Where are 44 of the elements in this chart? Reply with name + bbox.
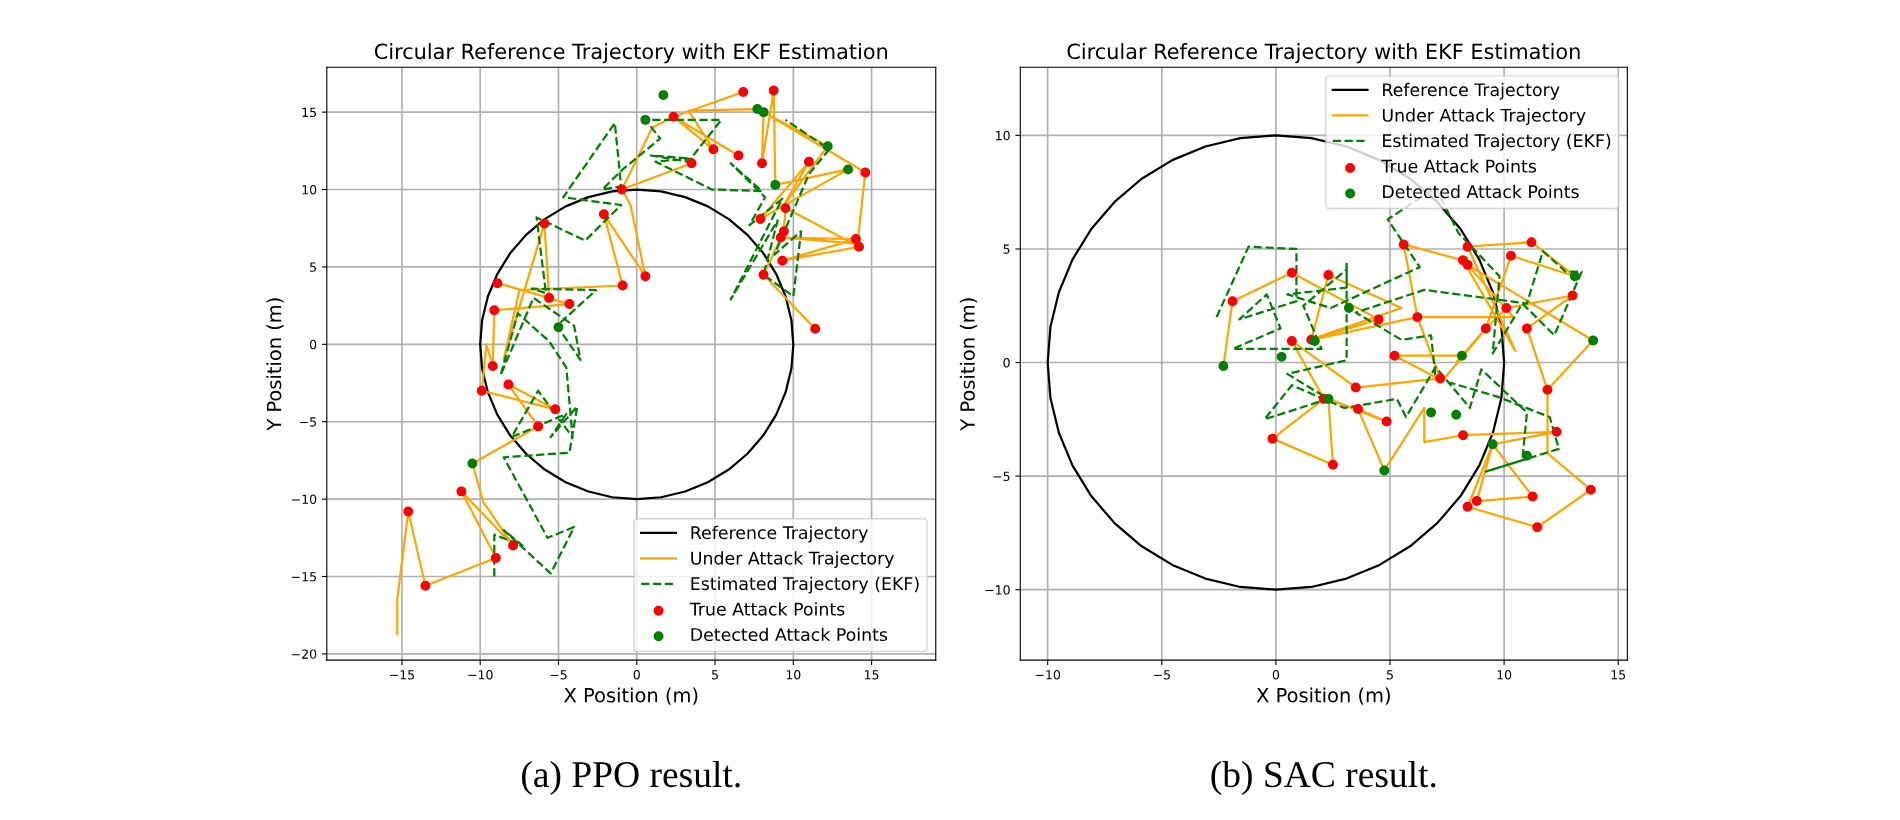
x-tick-label: −10 <box>1035 670 1061 680</box>
x-axis-title: X Position (m) <box>564 687 698 705</box>
legend-label: Estimated Trajectory (EKF) <box>691 576 919 594</box>
legend-label: Under Attack Trajectory <box>691 551 894 569</box>
y-tick-label: 0 <box>309 339 317 350</box>
legend-label: True Attack Points <box>1381 159 1537 173</box>
x-tick-label: 0 <box>633 670 640 680</box>
legend-label: Detected Attack Points <box>1383 184 1579 199</box>
legend-label: Reference Trajectory <box>691 525 868 543</box>
y-tick-label: 0 <box>1003 358 1010 368</box>
y-axis-title: Y Position (m) <box>266 298 284 431</box>
y-tick-label: 10 <box>302 185 317 195</box>
x-tick-label: 0 <box>1272 670 1280 680</box>
x-tick-label: −15 <box>390 670 415 680</box>
x-tick-label: 15 <box>1611 670 1626 680</box>
x-tick-label: 10 <box>786 670 801 680</box>
y-tick-label: 10 <box>996 130 1010 141</box>
x-tick-label: 5 <box>712 670 718 680</box>
x-tick-label: 15 <box>864 670 879 680</box>
x-tick-label: −5 <box>550 670 567 680</box>
x-tick-label: 5 <box>1387 670 1393 680</box>
y-tick-label: −15 <box>292 572 316 582</box>
y-tick-label: −10 <box>292 494 317 505</box>
y-tick-label: 5 <box>1003 244 1010 254</box>
legend-label: True Attack Points <box>689 602 845 616</box>
legend-label: Under Attack Trajectory <box>1382 108 1586 126</box>
text: (a) PPO result. <box>522 760 740 795</box>
x-axis-title: X Position (m) <box>1256 687 1390 705</box>
legend-label: Estimated Trajectory (EKF) <box>1383 133 1611 151</box>
legend-label: Detected Attack Points <box>691 627 888 642</box>
chart-title: Circular Reference Trajectory with EKF Estimation <box>1067 43 1580 64</box>
y-tick-label: 5 <box>310 262 316 272</box>
y-tick-label: −20 <box>292 649 317 659</box>
y-tick-label: −10 <box>985 585 1010 595</box>
y-tick-label: 15 <box>302 107 316 118</box>
chart-title: Circular Reference Trajectory with EKF Estimation <box>374 43 888 64</box>
y-tick-label: −5 <box>299 417 316 427</box>
y-axis-title: Y Position (m) <box>959 298 978 431</box>
x-tick-label: 10 <box>1497 670 1512 680</box>
y-tick-label: −5 <box>993 471 1010 482</box>
x-tick-label: −10 <box>468 670 493 680</box>
text: (b) SAC result. <box>1211 760 1436 795</box>
x-tick-label: −5 <box>1153 670 1170 680</box>
legend-label: Reference Trajectory <box>1383 82 1560 100</box>
